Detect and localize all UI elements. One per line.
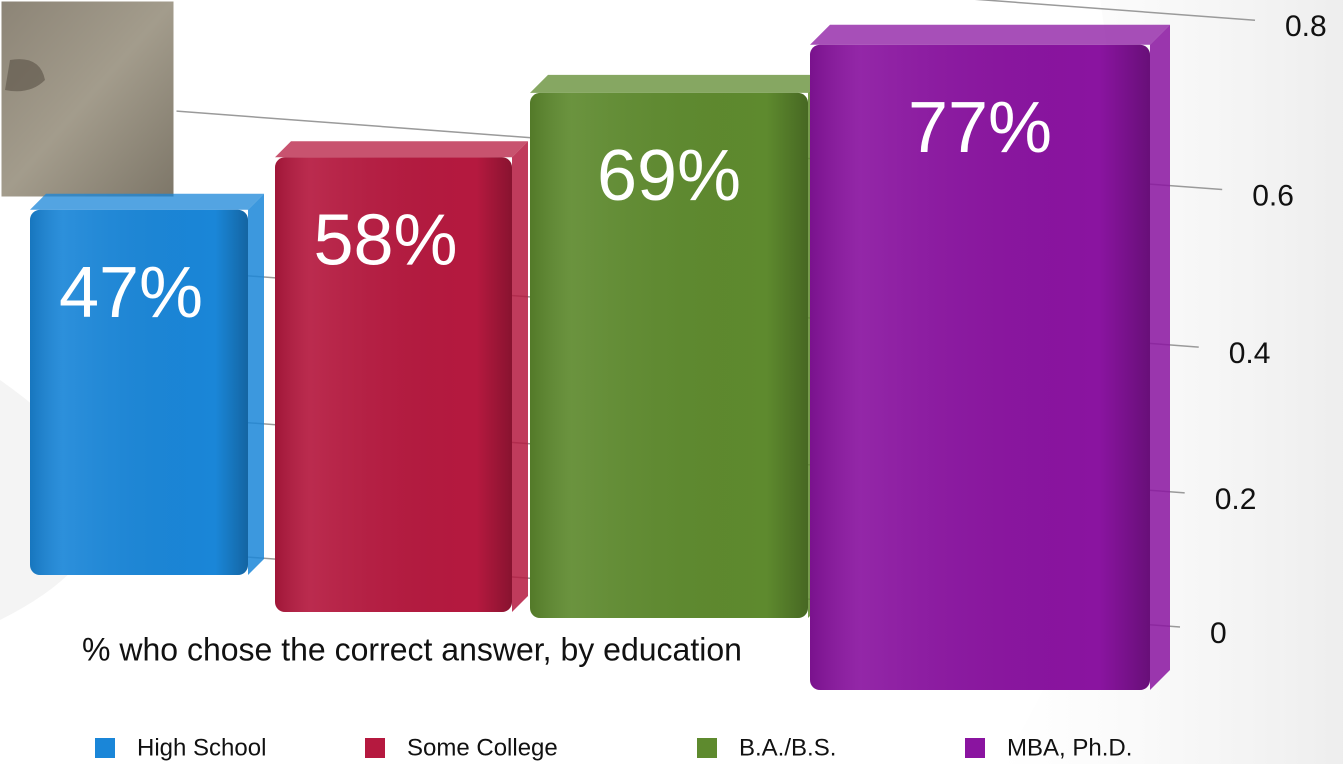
- bar-shading: [30, 209, 248, 575]
- y-tick-label: 0.6: [1252, 179, 1294, 212]
- legend-label: MBA, Ph.D.: [1007, 734, 1132, 761]
- photo-thumbnail: [0, 0, 177, 200]
- bar-shading: [810, 44, 1150, 691]
- legend: High School Some College B.A./B.S. MBA, Ph.…: [95, 734, 1132, 761]
- bar-top: [530, 74, 826, 93]
- bar-side: [512, 141, 528, 612]
- legend-swatch: [365, 738, 385, 758]
- y-tick-label: 0: [1210, 617, 1227, 650]
- bar-side: [1150, 24, 1170, 691]
- y-tick-label: 0.8: [1285, 10, 1327, 43]
- legend-label: High School: [137, 734, 266, 761]
- grid-line: [974, 0, 1256, 22]
- legend-swatch: [95, 738, 115, 758]
- legend-label: Some College: [407, 734, 558, 761]
- value-label: 77%: [908, 88, 1052, 168]
- legend-swatch: [965, 738, 985, 758]
- bar-shading: [530, 92, 808, 618]
- value-label: 58%: [313, 200, 457, 280]
- background-swoosh: [1000, 0, 1343, 764]
- bar-top: [275, 141, 528, 158]
- bar-top: [810, 24, 1170, 45]
- photo-detail: [5, 59, 45, 92]
- bar-top: [30, 193, 264, 210]
- bars: 47% 58% 69% 77%: [30, 24, 1170, 691]
- value-label: 47%: [59, 253, 203, 333]
- y-tick-label: 0.2: [1215, 483, 1257, 516]
- legend-label: B.A./B.S.: [739, 734, 836, 761]
- y-tick-label: 0.4: [1229, 337, 1271, 370]
- legend-swatch: [697, 738, 717, 758]
- chart-title: % who chose the correct answer, by educa…: [82, 631, 742, 667]
- bar-shading: [275, 157, 512, 612]
- value-label: 69%: [597, 136, 741, 216]
- bar-side: [248, 193, 264, 575]
